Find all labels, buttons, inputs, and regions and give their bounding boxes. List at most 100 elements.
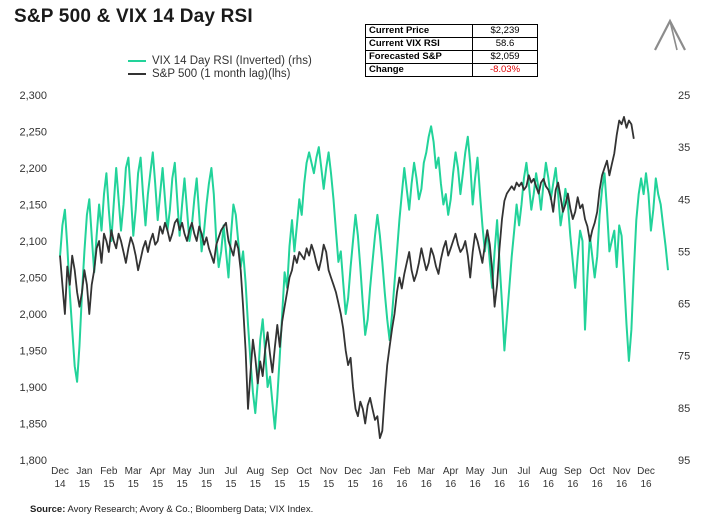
x-tick-year: 16 [470, 479, 482, 490]
x-tick-label: Oct 16 [589, 466, 605, 490]
avory-logo-icon [652, 18, 688, 57]
y-left-tick-label: 2,150 [19, 200, 47, 212]
y-right-tick-label: 35 [678, 142, 690, 154]
x-tick-label: Feb 15 [100, 466, 118, 490]
y-right-tick-label: 55 [678, 246, 690, 258]
legend-label-vix: VIX 14 Day RSI (Inverted) (rhs) [152, 54, 312, 67]
x-tick-label: Jun 16 [491, 466, 507, 490]
x-tick-label: Sep 15 [271, 466, 289, 490]
x-tick-year: 14 [54, 479, 66, 490]
x-tick-label: Nov 15 [320, 466, 338, 490]
y-left-tick-label: 2,300 [19, 90, 47, 102]
x-tick-year: 16 [518, 479, 530, 490]
y-left-tick-label: 2,050 [19, 273, 47, 285]
x-tick-year: 16 [567, 479, 579, 490]
x-tick-label: Jan 16 [369, 466, 385, 490]
stats-row-change: Change -8.03% [365, 63, 538, 77]
y-left-tick-label: 1,850 [19, 419, 47, 431]
x-tick-label: Aug 16 [539, 466, 557, 490]
y-left-tick-label: 2,000 [19, 309, 47, 321]
x-tick-month: May [173, 466, 192, 477]
x-tick-month: Sep [564, 466, 582, 477]
x-tick-year: 16 [592, 479, 604, 490]
y-right-tick-label: 75 [678, 351, 690, 363]
x-tick-label: Jan 15 [76, 466, 92, 490]
x-tick-label: May 15 [173, 466, 192, 490]
x-tick-label: Dec 15 [344, 466, 362, 490]
x-tick-label: Apr 16 [443, 466, 459, 490]
x-tick-month: Jun [491, 466, 507, 477]
x-tick-month: Sep [271, 466, 289, 477]
x-tick-year: 15 [274, 479, 286, 490]
x-tick-label: Mar 15 [125, 466, 143, 490]
x-tick-month: Dec [344, 466, 362, 477]
series-line-sp500 [59, 116, 635, 440]
x-tick-year: 16 [616, 479, 628, 490]
y-left-tick-label: 2,200 [19, 163, 47, 175]
x-tick-month: Feb [393, 466, 411, 477]
legend-label-sp500: S&P 500 (1 month lag)(lhs) [152, 67, 291, 80]
x-tick-label: Jun 15 [198, 466, 214, 490]
x-tick-year: 15 [177, 479, 189, 490]
legend-item-sp500: S&P 500 (1 month lag)(lhs) [128, 67, 312, 80]
x-tick-year: 16 [396, 479, 408, 490]
x-tick-year: 16 [640, 479, 652, 490]
x-tick-year: 15 [347, 479, 359, 490]
x-tick-year: 16 [494, 479, 506, 490]
x-tick-label: Jul 15 [225, 466, 238, 490]
x-tick-year: 15 [250, 479, 262, 490]
source-label: Source: [30, 504, 66, 515]
legend: VIX 14 Day RSI (Inverted) (rhs) S&P 500 … [128, 54, 312, 80]
x-tick-month: Nov [320, 466, 338, 477]
x-tick-month: Jan [76, 466, 92, 477]
x-tick-year: 15 [128, 479, 140, 490]
y-left-tick-label: 2,100 [19, 236, 47, 248]
series-layer [59, 116, 669, 440]
x-tick-month: May [466, 466, 485, 477]
x-tick-label: Dec 16 [637, 466, 655, 490]
y-right-tick-label: 85 [678, 403, 690, 415]
x-tick-label: Mar 16 [418, 466, 436, 490]
x-tick-label: Nov 16 [613, 466, 631, 490]
x-tick-label: Dec 14 [51, 466, 69, 490]
stats-value: -8.03% [472, 63, 538, 77]
x-tick-month: Apr [150, 466, 166, 477]
x-tick-label: May 16 [466, 466, 485, 490]
x-axis: Dec 14 Jan 15 Feb 15 Mar 15 Apr 15 May 15 Jun 15 Jul 15… [51, 466, 655, 490]
y-right-tick-label: 45 [678, 194, 690, 206]
x-tick-month: Jul [225, 466, 238, 477]
x-tick-label: Aug 15 [246, 466, 264, 490]
x-tick-year: 15 [299, 479, 311, 490]
x-tick-month: Jan [369, 466, 385, 477]
x-tick-year: 15 [225, 479, 237, 490]
x-tick-year: 15 [152, 479, 164, 490]
stats-table: Current Price $2,239 Current VIX RSI 58.… [365, 24, 538, 77]
x-tick-year: 16 [421, 479, 433, 490]
series-line-vix-rsi [59, 125, 669, 430]
x-tick-month: Oct [296, 466, 312, 477]
x-tick-month: Dec [51, 466, 69, 477]
source-note: Source: Avory Research; Avory & Co.; Blo… [30, 504, 313, 515]
y-left-tick-label: 1,950 [19, 346, 47, 358]
x-tick-year: 15 [103, 479, 115, 490]
legend-swatch-sp500 [128, 72, 146, 75]
y-axis-right: 25 35 45 55 65 75 85 95 [678, 90, 690, 467]
x-tick-month: Oct [589, 466, 605, 477]
y-left-tick-label: 1,800 [19, 455, 47, 467]
x-tick-year: 15 [79, 479, 91, 490]
y-left-tick-label: 1,900 [19, 382, 47, 394]
legend-swatch-vix [128, 59, 146, 62]
x-tick-year: 16 [372, 479, 384, 490]
x-tick-month: Mar [125, 466, 143, 477]
x-tick-label: Oct 15 [296, 466, 312, 490]
y-right-tick-label: 25 [678, 90, 690, 102]
stats-row-forecasted-sp: Forecasted S&P $2,059 [365, 50, 538, 64]
x-tick-year: 16 [445, 479, 457, 490]
x-tick-month: Dec [637, 466, 655, 477]
x-tick-month: Apr [443, 466, 459, 477]
x-tick-label: Feb 16 [393, 466, 411, 490]
x-tick-month: Jul [518, 466, 531, 477]
x-tick-label: Sep 16 [564, 466, 582, 490]
y-right-tick-label: 95 [678, 455, 690, 467]
